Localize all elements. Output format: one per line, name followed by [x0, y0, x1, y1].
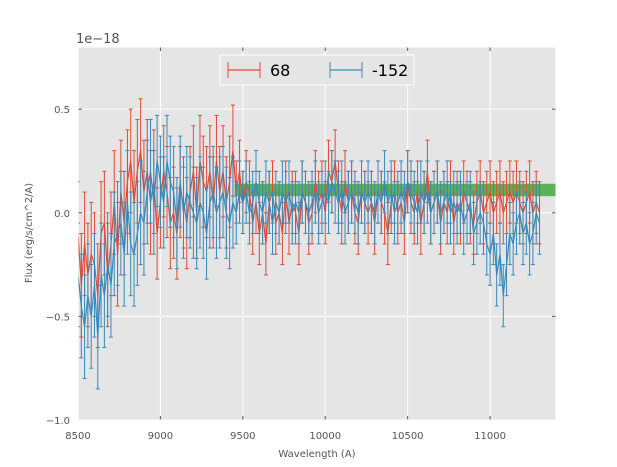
- y-tick-label: −0.5: [46, 312, 70, 323]
- series-layer: [78, 98, 542, 390]
- legend-label: -152: [372, 61, 408, 80]
- plot-frame: [77, 46, 557, 421]
- legend-label: 68: [270, 61, 290, 80]
- y-tick-label: 0.5: [54, 105, 70, 116]
- x-tick-label: 11000: [474, 431, 506, 442]
- x-tick-label: 8500: [65, 431, 90, 442]
- series-1: [78, 114, 542, 390]
- series-line: [78, 160, 541, 338]
- legend: 68 -152: [219, 54, 415, 86]
- y-offset-label: 1e−18: [76, 32, 120, 47]
- tick-labels: 8500 9000 9500 10000 10500 11000 −1.0 −0.5 0.0 0.…: [46, 105, 506, 442]
- x-tick-label: 9000: [148, 431, 173, 442]
- y-tick-label: 0.0: [54, 209, 70, 220]
- x-tick-label: 10500: [392, 431, 424, 442]
- x-tick-label: 10000: [309, 431, 341, 442]
- x-axis-label: Wavelength (A): [278, 449, 355, 460]
- x-tick-label: 9500: [230, 431, 255, 442]
- y-axis-label: Flux (erg/s/cm^2/A): [24, 183, 35, 283]
- y-tick-label: −1.0: [46, 416, 70, 427]
